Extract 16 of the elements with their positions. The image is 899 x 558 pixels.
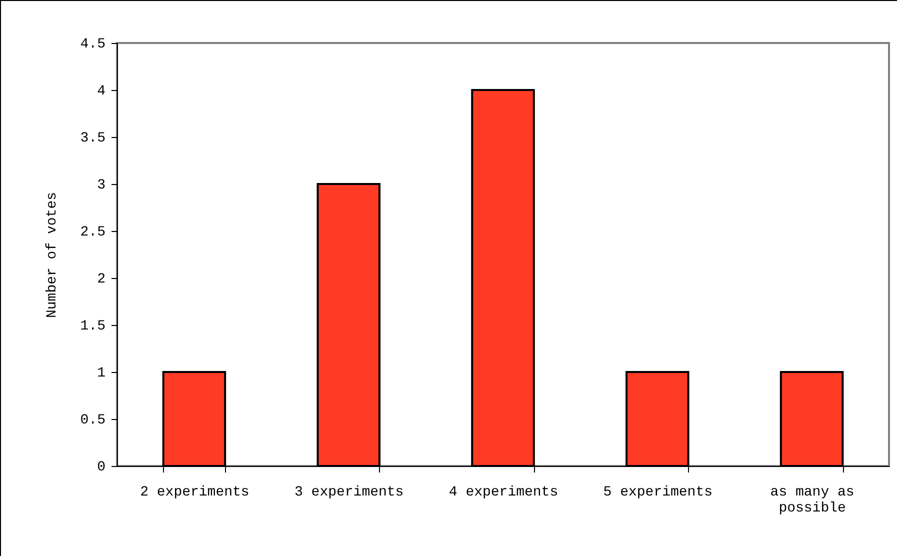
y-tick-label: 1: [97, 366, 106, 382]
y-tick-label: 3: [97, 178, 106, 194]
y-tick-label: 2.5: [80, 224, 106, 240]
x-tick-label: 3 experiments: [294, 484, 404, 500]
x-tick-label: 5 experiments: [603, 484, 713, 500]
y-tick-label: 1.5: [80, 318, 106, 334]
x-tick-label: as many as possible: [770, 484, 854, 516]
x-tick-label: 2 experiments: [140, 484, 250, 500]
y-tick-label: 0.5: [80, 412, 106, 428]
y-tick-label: 4: [97, 84, 106, 100]
y-tick-label: 3.5: [80, 130, 106, 146]
y-tick-label: 0: [97, 460, 106, 476]
y-axis-title: Number of votes: [44, 192, 60, 318]
y-tick-label: 4.5: [80, 36, 106, 52]
x-tick-label: 4 experiments: [448, 484, 558, 500]
y-tick-label: 2: [97, 272, 106, 288]
